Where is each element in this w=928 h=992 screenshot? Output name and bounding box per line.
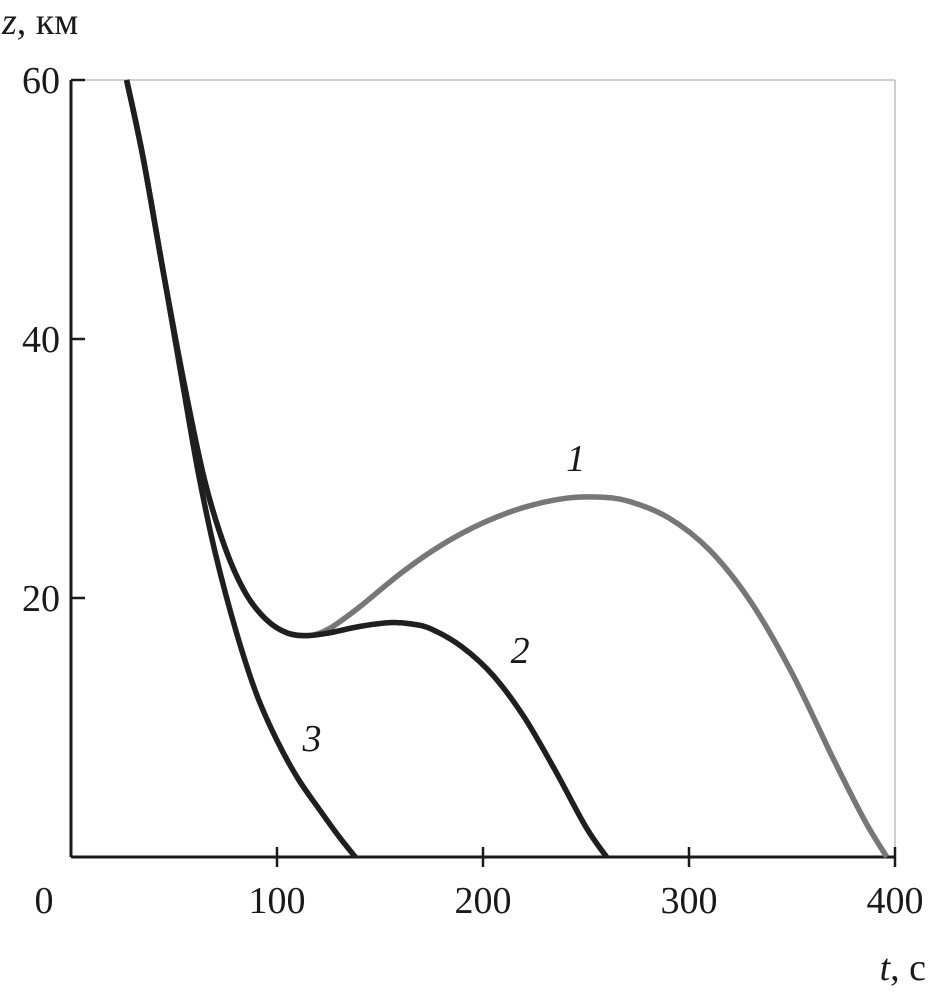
plot-frame	[69, 79, 896, 859]
y-axis-label: z, км	[1, 1, 78, 43]
x-tick-label: 100	[249, 880, 306, 922]
curve-label-2: 2	[511, 630, 530, 672]
y-tick-label: 60	[22, 60, 60, 102]
curve-label-3: 3	[302, 718, 322, 760]
series-group	[123, 79, 890, 859]
y-tick-label: 40	[22, 319, 60, 361]
y-tick-label: 20	[22, 578, 60, 620]
series-line-3	[123, 79, 358, 859]
x-axis-label: t, с	[880, 947, 926, 989]
x-tick-label: 0	[35, 880, 54, 922]
series-line-1	[123, 79, 890, 859]
axis-ticks: 0 100 200 300 400 20 40 60	[22, 60, 924, 922]
x-tick-label: 400	[867, 880, 924, 922]
curve-label-1: 1	[566, 438, 585, 480]
x-tick-label: 300	[661, 880, 718, 922]
x-tick-label: 200	[455, 880, 512, 922]
